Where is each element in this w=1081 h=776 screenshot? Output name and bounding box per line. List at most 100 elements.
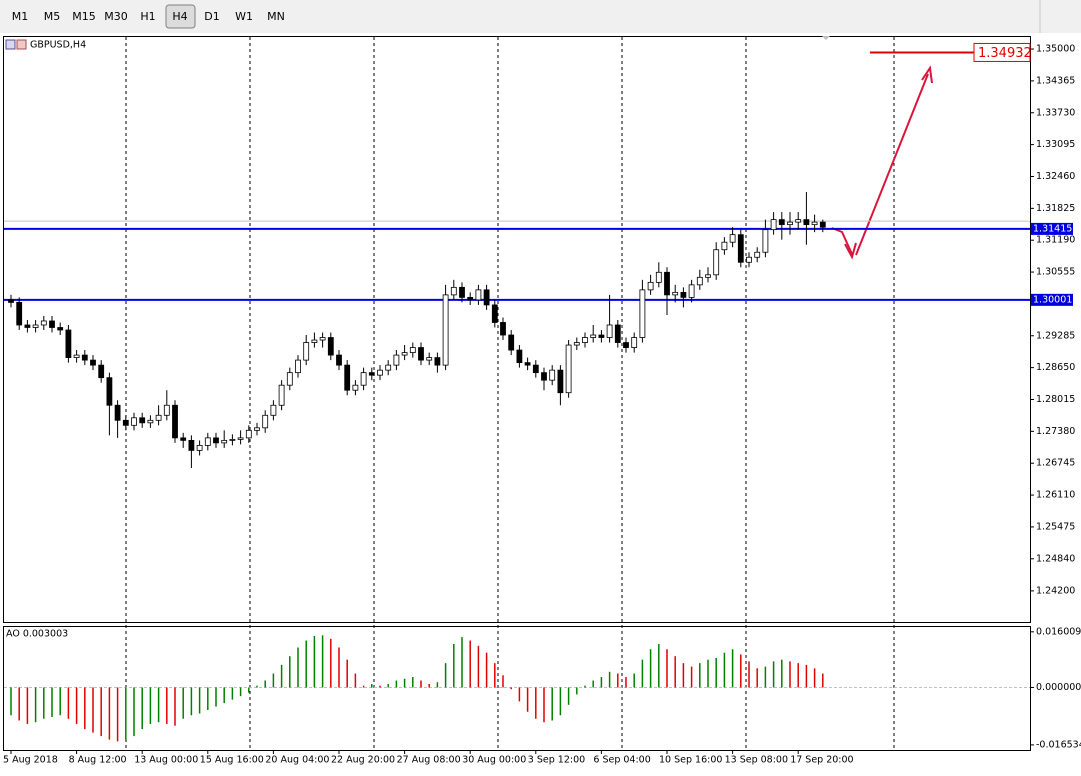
- y-tick-label: 1.34365: [1036, 75, 1075, 86]
- y-tick-label: 1.26745: [1036, 458, 1075, 469]
- candle-body: [639, 289, 646, 338]
- candle-body: [409, 347, 416, 353]
- candle-body: [450, 286, 457, 296]
- timeframe-button[interactable]: H4: [172, 10, 187, 23]
- candle-body: [721, 241, 728, 251]
- x-tick-label: 5 Aug 2018: [3, 755, 58, 766]
- candle-body: [40, 320, 47, 326]
- candle-body: [352, 384, 359, 391]
- candle-body: [770, 219, 777, 231]
- candle-body: [245, 429, 252, 439]
- timeframe-button[interactable]: H1: [140, 10, 155, 23]
- candle-body: [664, 271, 670, 296]
- candle-body: [139, 417, 146, 424]
- candle-body: [188, 439, 195, 451]
- y-tick-label: 1.24200: [1036, 585, 1075, 596]
- candle-body: [172, 404, 178, 439]
- symbol-icon: [5, 39, 27, 50]
- candle-body: [8, 299, 14, 303]
- y-tick-label: 1.27380: [1036, 426, 1075, 437]
- x-tick-label: 13 Sep 08:00: [725, 755, 788, 766]
- candle-body: [680, 291, 687, 298]
- candle-body: [286, 372, 293, 386]
- candle-body: [442, 294, 449, 366]
- candle-body: [278, 384, 285, 406]
- timeframe-button[interactable]: M1: [12, 10, 29, 23]
- timeframe-button[interactable]: D1: [204, 10, 219, 23]
- x-tick-label: 15 Aug 16:00: [200, 755, 264, 766]
- candle-body: [532, 364, 539, 374]
- price-label-text: 1.34932: [978, 46, 1032, 61]
- candle-body: [114, 404, 121, 421]
- timeframe-button[interactable]: M15: [72, 10, 96, 23]
- candle-body: [778, 219, 785, 226]
- x-tick-label: 6 Sep 04:00: [593, 755, 650, 766]
- y-tick-label: 1.31825: [1036, 203, 1075, 214]
- level-price-box: [1031, 293, 1073, 306]
- y-tick-label: 1.25475: [1036, 521, 1075, 532]
- timeframe-button[interactable]: MN: [267, 10, 285, 23]
- x-tick-label: 17 Sep 20:00: [790, 755, 853, 766]
- candle-body: [688, 284, 695, 298]
- y-tick-label: 1.33095: [1036, 139, 1075, 150]
- candle-body: [795, 219, 802, 223]
- y-tick-label: 1.32460: [1036, 171, 1075, 182]
- candle-body: [729, 234, 736, 243]
- x-tick-label: 13 Aug 00:00: [134, 755, 198, 766]
- candle-body: [155, 414, 162, 421]
- period-separators: [125, 37, 895, 750]
- candle-body: [475, 289, 482, 301]
- candle-body: [418, 347, 424, 361]
- timeframe-button[interactable]: W1: [235, 10, 253, 23]
- candle-body: [336, 354, 342, 366]
- candle-body: [541, 372, 547, 381]
- x-tick-label: 10 Sep 16:00: [659, 755, 722, 766]
- timeframe-button-selected[interactable]: [165, 4, 196, 29]
- candle-body: [368, 372, 375, 376]
- y-tick-label: 0.016009: [1036, 626, 1081, 637]
- candle-body: [270, 404, 277, 416]
- ao-panel: [3, 626, 1031, 751]
- candle-body: [344, 364, 351, 391]
- candle-body: [401, 352, 408, 356]
- candle-body: [196, 444, 203, 451]
- arrow-up: [855, 73, 929, 256]
- timeframe-button[interactable]: M5: [44, 10, 61, 23]
- candle-body: [204, 437, 211, 446]
- candle-body: [819, 221, 826, 228]
- candle-body: [221, 439, 228, 444]
- candle-body: [705, 274, 711, 278]
- candle-body: [106, 377, 113, 406]
- x-tick-label: 30 Aug 00:00: [462, 755, 526, 766]
- candle-body: [631, 337, 638, 348]
- candle-body: [614, 324, 621, 343]
- symbol-label: GBPUSD,H4: [30, 40, 86, 51]
- y-tick-label: 1.28015: [1036, 394, 1075, 405]
- y-tick-label: 0.000000: [1036, 682, 1081, 693]
- candle-body: [237, 437, 244, 440]
- candle-body: [483, 289, 490, 306]
- candle-body: [787, 221, 793, 226]
- candle-body: [606, 324, 613, 338]
- level-price-label: 1.30001: [1033, 294, 1072, 305]
- candle-body: [147, 419, 154, 424]
- candle-body: [393, 354, 400, 366]
- candle-body: [467, 296, 474, 301]
- x-tick-label: 22 Aug 20:00: [331, 755, 395, 766]
- toolbar: [0, 0, 1081, 33]
- y-tick-label: 1.31190: [1036, 235, 1075, 246]
- candle-body: [180, 437, 187, 441]
- y-tick-label: 1.29285: [1036, 330, 1075, 341]
- candle-body: [524, 362, 531, 366]
- candle-body: [49, 320, 55, 328]
- candle-body: [459, 286, 465, 298]
- candle-body: [557, 369, 564, 394]
- level-price-label: 1.31415: [1033, 223, 1072, 234]
- timeframe-button[interactable]: M30: [104, 10, 128, 23]
- candle-body: [360, 372, 367, 386]
- candle-body: [500, 322, 506, 336]
- candle-body: [582, 337, 588, 343]
- candle-body: [90, 359, 96, 366]
